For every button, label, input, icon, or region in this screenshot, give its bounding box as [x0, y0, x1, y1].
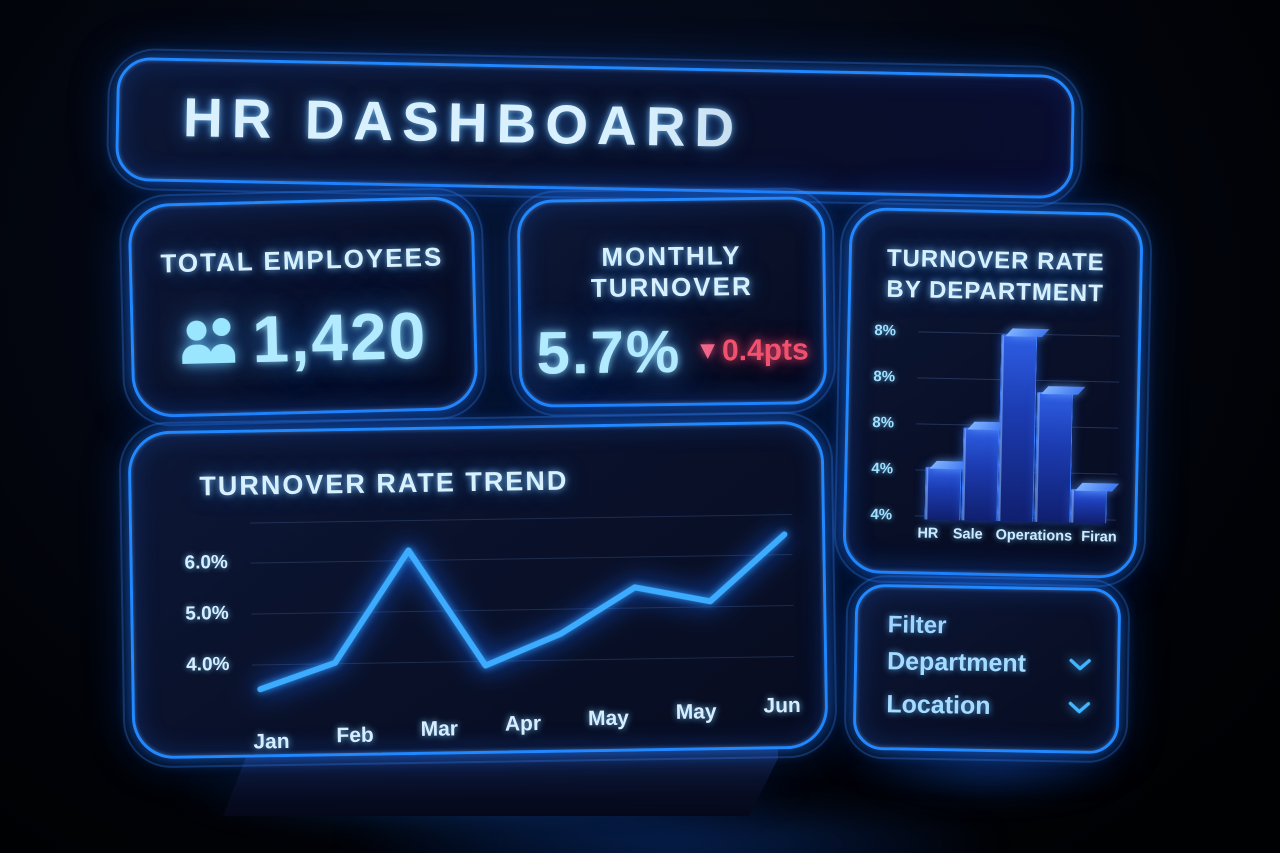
trend-x-labels: Jan Feb Mar Apr May May Jun	[253, 694, 801, 754]
x-axis-label: Firan	[1081, 528, 1117, 546]
bar-plot-area	[914, 327, 1121, 524]
y-axis-tick: 8%	[873, 367, 896, 386]
monthly-turnover-card: MONTHLY TURNOVER 5.7% ▼ 0.4pts	[516, 196, 828, 408]
x-axis-label: Sale	[952, 526, 983, 543]
location-filter-dropdown[interactable]: Location	[886, 690, 1091, 723]
x-axis-label: Jun	[763, 693, 801, 718]
y-axis-tick: 4%	[871, 460, 894, 478]
x-axis-label: HR	[917, 525, 939, 542]
bars-group	[918, 328, 1116, 524]
total-employees-card: TOTAL EMPLOYEES 1,420	[127, 195, 479, 419]
trend-line-chart	[250, 514, 795, 704]
filter-title: Filter	[887, 611, 947, 640]
x-axis-label: Operations	[995, 527, 1073, 545]
people-icon	[180, 317, 243, 365]
y-axis-tick: 4%	[870, 506, 893, 524]
department-filter-label: Department	[886, 647, 1027, 678]
x-axis-label: May	[675, 700, 717, 724]
trend-line	[258, 534, 787, 689]
department-filter-dropdown[interactable]: Department	[887, 647, 1091, 680]
y-axis-tick: 6.0%	[184, 552, 229, 574]
x-axis-label: May	[587, 706, 630, 731]
y-axis-tick: 5.0%	[185, 602, 229, 625]
x-axis-label: Jan	[253, 729, 290, 754]
triangle-down-icon: ▼	[695, 336, 721, 365]
trend-chart-title: TURNOVER RATE TREND	[199, 465, 569, 502]
location-filter-label: Location	[886, 690, 991, 721]
department-chart-title: TURNOVER RATE BY DEPARTMENT	[886, 244, 1105, 308]
x-axis-label: Apr	[504, 712, 542, 736]
total-employees-value: 1,420	[251, 297, 429, 377]
filter-card: Filter Department Location	[852, 583, 1122, 755]
x-axis-label: Feb	[336, 723, 374, 748]
monthly-turnover-title: MONTHLY TURNOVER	[590, 240, 753, 303]
department-bar-chart: 8% 8% 8% 4% 4%	[868, 322, 1122, 524]
dept-bar	[960, 427, 999, 522]
dept-bar	[1033, 392, 1073, 523]
x-axis-label: Mar	[420, 717, 459, 741]
trend-plot-area: 6.0% 5.0% 4.0%	[184, 514, 795, 704]
total-employees-title: TOTAL EMPLOYEES	[160, 241, 444, 279]
department-chart-card: TURNOVER RATE BY DEPARTMENT 8% 8% 8% 4% …	[842, 206, 1144, 580]
page-title: HR DASHBOARD	[182, 86, 744, 159]
dept-bar	[1070, 489, 1107, 524]
turnover-delta-badge: ▼ 0.4pts	[695, 333, 809, 368]
dept-bar	[997, 333, 1038, 522]
turnover-delta-value: 0.4pts	[721, 332, 809, 367]
y-axis-tick: 4.0%	[185, 653, 230, 676]
dept-bar	[924, 466, 962, 521]
header-bar: HR DASHBOARD	[114, 56, 1076, 200]
department-x-labels: HR Sale Operations Firan	[910, 525, 1120, 545]
chevron-down-icon[interactable]	[1069, 658, 1091, 671]
trend-chart-card: TURNOVER RATE TREND 6.0% 5.0% 4.0% Jan F…	[127, 420, 829, 760]
monthly-turnover-value: 5.7%	[536, 317, 682, 387]
y-axis-tick: 8%	[872, 413, 895, 432]
chevron-down-icon[interactable]	[1068, 701, 1091, 714]
y-axis-tick: 8%	[874, 321, 897, 340]
